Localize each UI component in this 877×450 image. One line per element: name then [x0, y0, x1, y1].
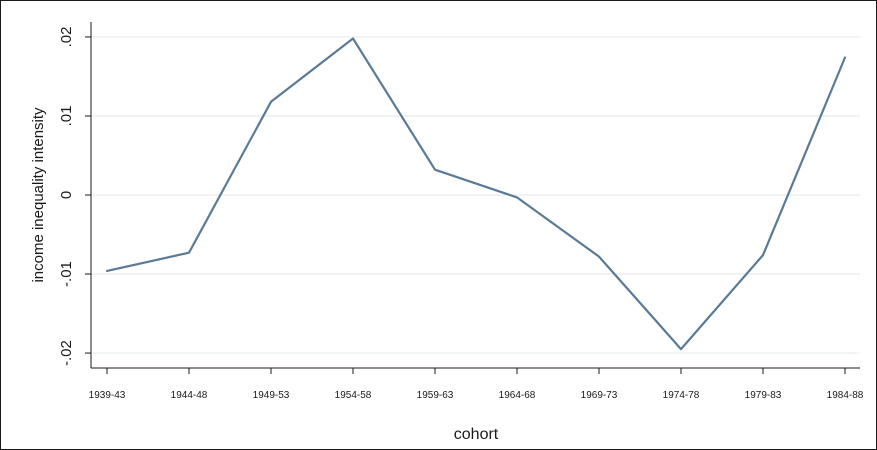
x-tick-label: 1954-58 [335, 390, 372, 401]
y-tick-label: .02 [58, 27, 75, 48]
x-tick-label: 1949-53 [253, 390, 290, 401]
x-tick-label: 1984-88 [827, 390, 864, 401]
y-tick-label: -.01 [58, 261, 75, 287]
x-tick-label: 1979-83 [745, 390, 782, 401]
y-tick-label: 0 [58, 191, 75, 199]
y-tick-label: -.02 [58, 340, 75, 366]
x-tick-label: 1974-78 [663, 390, 700, 401]
y-axis-title: income inequality intensity [30, 107, 47, 283]
x-tick-label: 1939-43 [89, 390, 126, 401]
x-tick-label: 1964-68 [499, 390, 536, 401]
y-tick-label: .01 [58, 106, 75, 127]
x-tick-label: 1944-48 [171, 390, 208, 401]
series-line [105, 37, 847, 351]
x-tick-label: 1969-73 [581, 390, 618, 401]
x-axis-title: cohort [454, 426, 499, 443]
x-tick-label: 1959-63 [417, 390, 454, 401]
